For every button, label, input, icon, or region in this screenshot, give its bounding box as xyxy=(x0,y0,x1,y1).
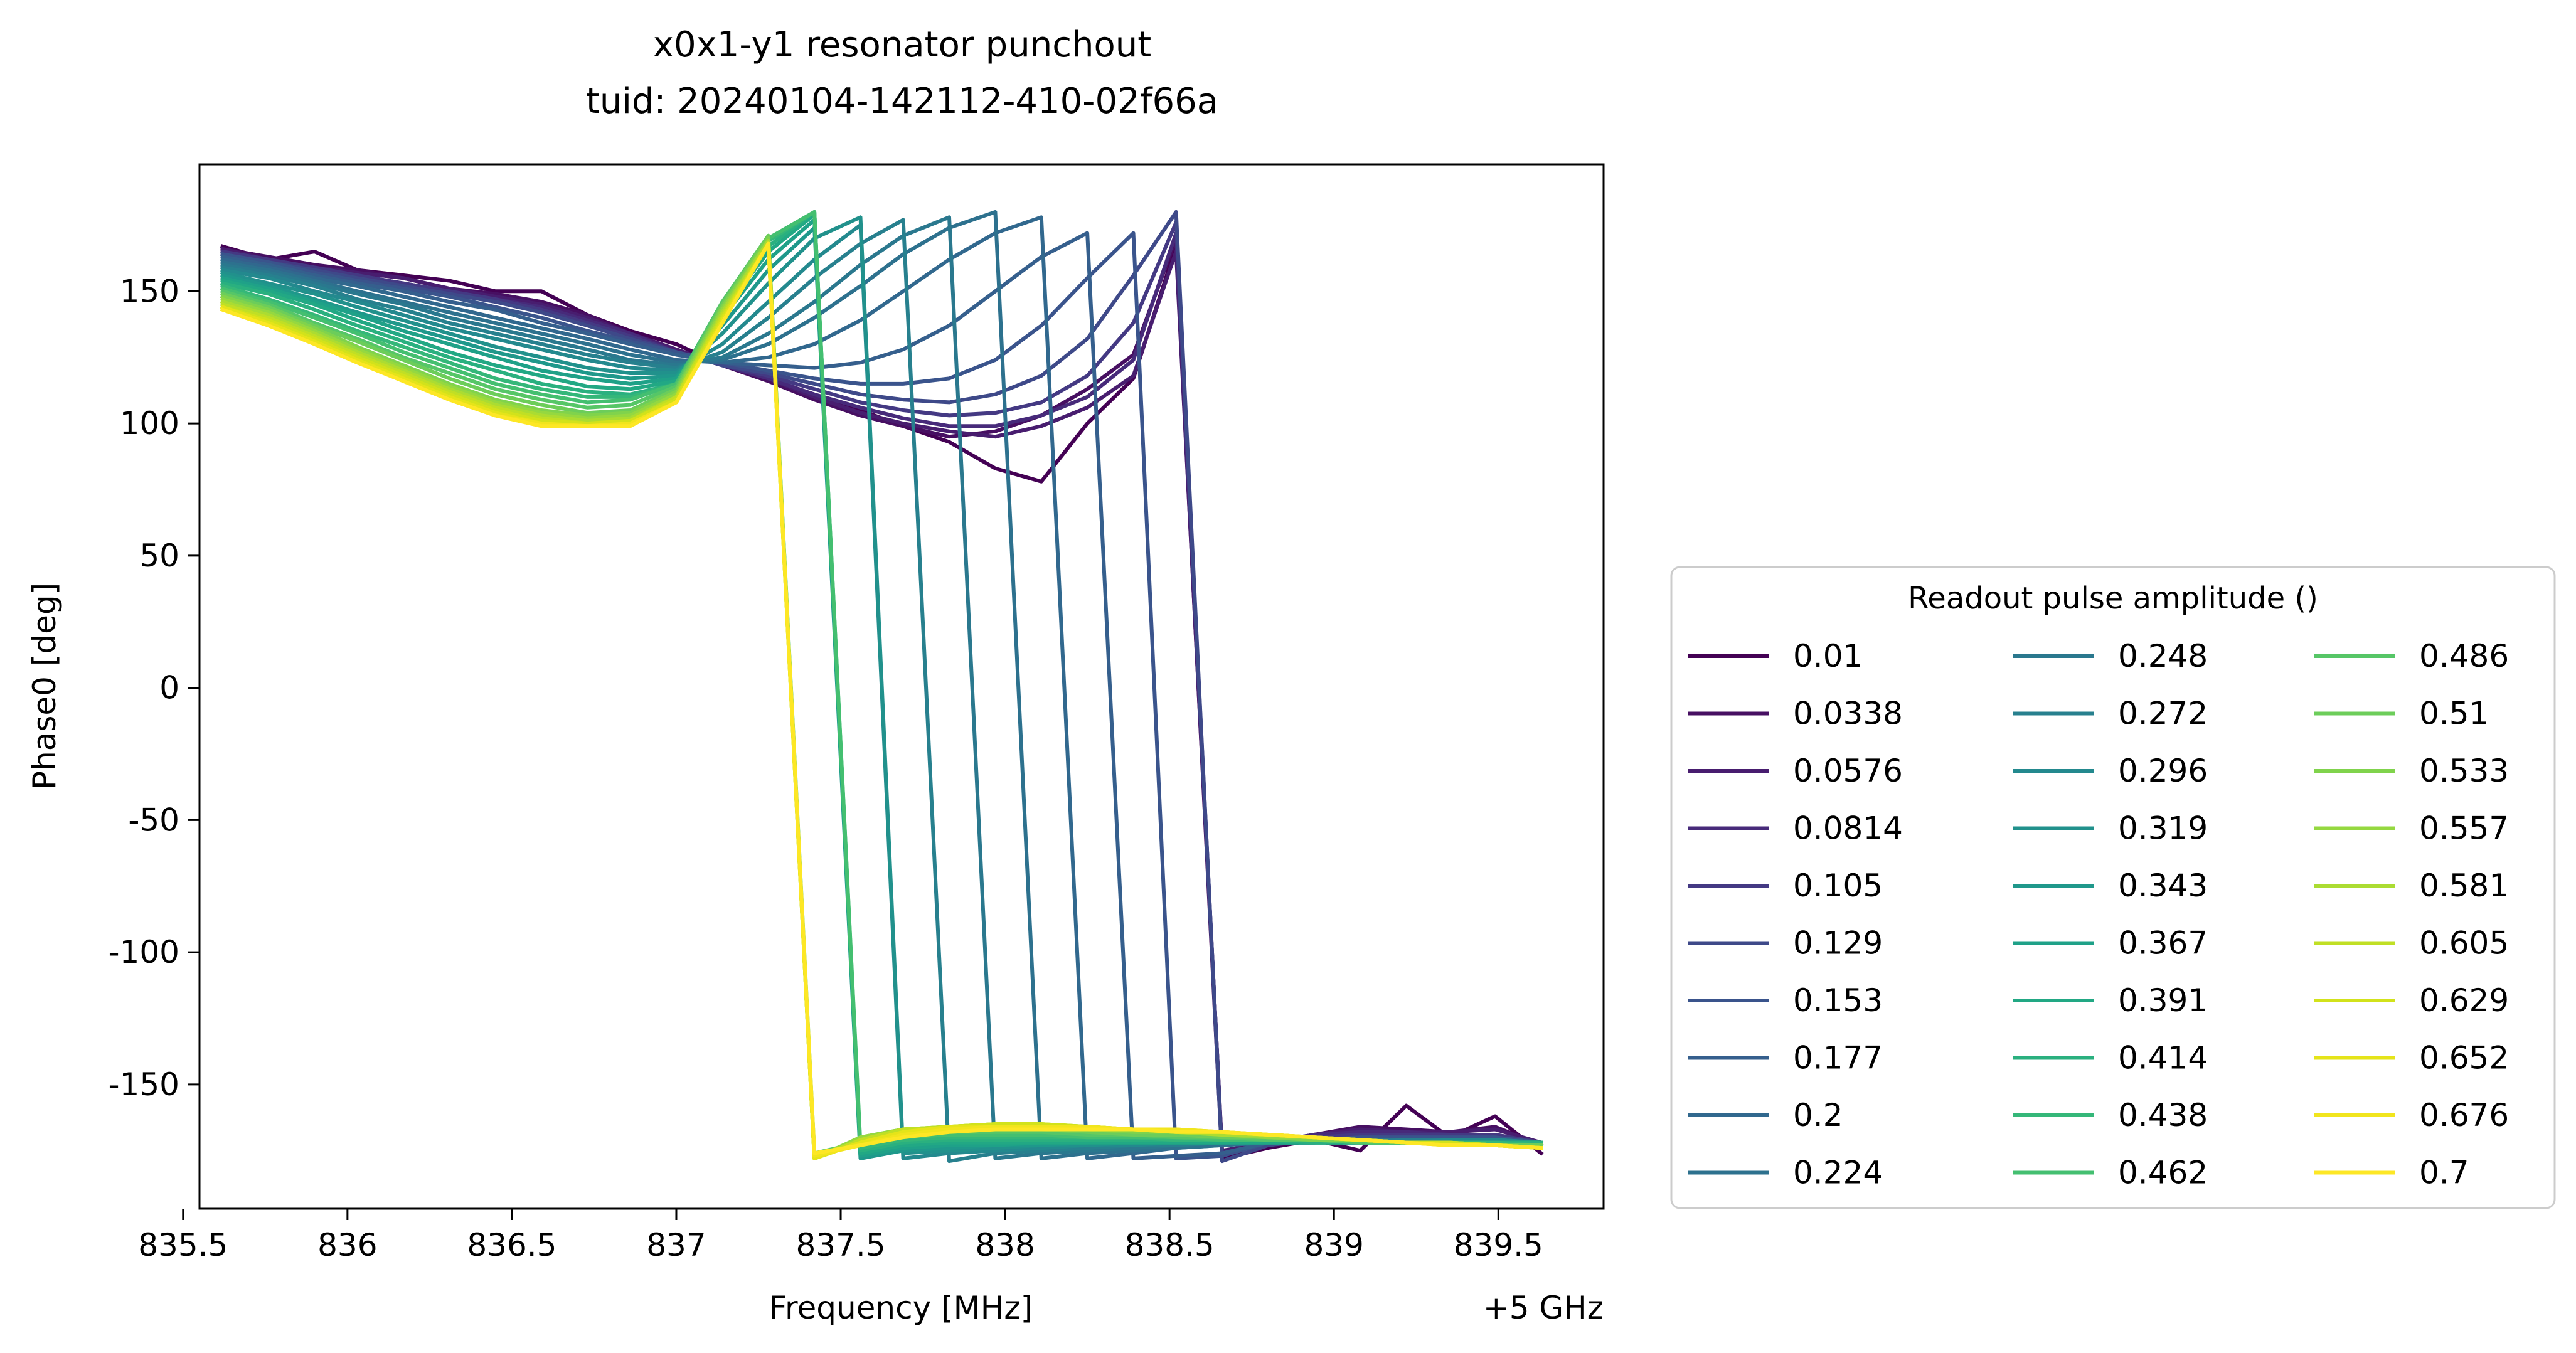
legend-label-20: 0.486 xyxy=(2419,638,2509,674)
legend-label-7: 0.177 xyxy=(1793,1040,1883,1076)
x-tick-label: 838 xyxy=(975,1227,1035,1263)
legend-label-12: 0.296 xyxy=(2118,753,2208,789)
legend-label-5: 0.129 xyxy=(1793,925,1883,962)
y-tick-label: 150 xyxy=(120,273,179,309)
x-tick-label: 839 xyxy=(1304,1227,1364,1263)
y-tick-label: -150 xyxy=(109,1066,179,1103)
x-tick-label: 837.5 xyxy=(796,1227,885,1263)
series-group xyxy=(220,210,1544,1164)
legend-label-19: 0.462 xyxy=(2118,1155,2208,1191)
legend-label-22: 0.533 xyxy=(2419,753,2509,789)
legend-label-29: 0.7 xyxy=(2419,1155,2469,1191)
legend-title: Readout pulse amplitude () xyxy=(1908,581,2318,616)
chart-subtitle: tuid: 20240104-142112-410-02f66a xyxy=(586,81,1218,122)
y-tick-label: 0 xyxy=(159,670,179,706)
legend-label-15: 0.367 xyxy=(2118,925,2208,962)
x-tick-label: 836.5 xyxy=(467,1227,556,1263)
legend-label-28: 0.676 xyxy=(2419,1097,2509,1133)
legend-label-27: 0.652 xyxy=(2419,1040,2509,1076)
legend-label-25: 0.605 xyxy=(2419,925,2509,962)
legend-label-9: 0.224 xyxy=(1793,1155,1883,1191)
legend: Readout pulse amplitude () 0.010.03380.0… xyxy=(1670,566,2556,1209)
chart-title: x0x1-y1 resonator punchout xyxy=(653,24,1151,65)
y-tick-label: 100 xyxy=(120,405,179,442)
series-line-17 xyxy=(220,210,1543,1153)
series-line-29 xyxy=(220,241,1543,1155)
legend-label-4: 0.105 xyxy=(1793,868,1883,904)
legend-label-8: 0.2 xyxy=(1793,1097,1843,1133)
legend-label-0: 0.01 xyxy=(1793,638,1863,674)
legend-label-16: 0.391 xyxy=(2118,982,2208,1019)
legend-label-2: 0.0576 xyxy=(1793,753,1903,789)
legend-label-6: 0.153 xyxy=(1793,982,1883,1019)
x-tick-label: 835.5 xyxy=(138,1227,228,1263)
legend-label-18: 0.438 xyxy=(2118,1097,2208,1133)
legend-items: 0.01 0.0338 0.0576 0.0814 0.105 0.129 0.153 0.1… xyxy=(1688,638,2509,1191)
legend-label-10: 0.248 xyxy=(2118,638,2208,674)
x-tick-label: 836 xyxy=(317,1227,377,1263)
y-axis: 150 100 50 0 -50 -100 -150 xyxy=(109,273,200,1103)
y-tick-label: 50 xyxy=(139,538,179,574)
y-tick-label: -50 xyxy=(128,802,179,838)
y-axis-label: Phase0 [deg] xyxy=(26,583,63,790)
x-axis-label: Frequency [MHz] xyxy=(769,1290,1033,1326)
legend-label-26: 0.629 xyxy=(2419,982,2509,1019)
legend-box xyxy=(1670,566,2556,1209)
x-tick-label: 839.5 xyxy=(1454,1227,1543,1263)
legend-label-3: 0.0814 xyxy=(1793,810,1903,847)
legend-label-17: 0.414 xyxy=(2118,1040,2208,1076)
legend-label-1: 0.0338 xyxy=(1793,696,1903,732)
legend-label-13: 0.319 xyxy=(2118,810,2208,847)
legend-label-21: 0.51 xyxy=(2419,696,2489,732)
legend-label-14: 0.343 xyxy=(2118,868,2208,904)
legend-label-11: 0.272 xyxy=(2118,696,2208,732)
x-axis: 835.5 836 836.5 837 837.5 838 838.5 839 839.5 xyxy=(138,1209,1543,1263)
x-tick-label: 837 xyxy=(646,1227,706,1263)
plot-frame xyxy=(198,163,1605,1210)
x-axis-offset-label: +5 GHz xyxy=(1483,1290,1604,1326)
legend-label-24: 0.581 xyxy=(2419,868,2509,904)
y-tick-label: -100 xyxy=(109,934,179,970)
legend-label-23: 0.557 xyxy=(2419,810,2509,847)
x-tick-label: 838.5 xyxy=(1125,1227,1215,1263)
